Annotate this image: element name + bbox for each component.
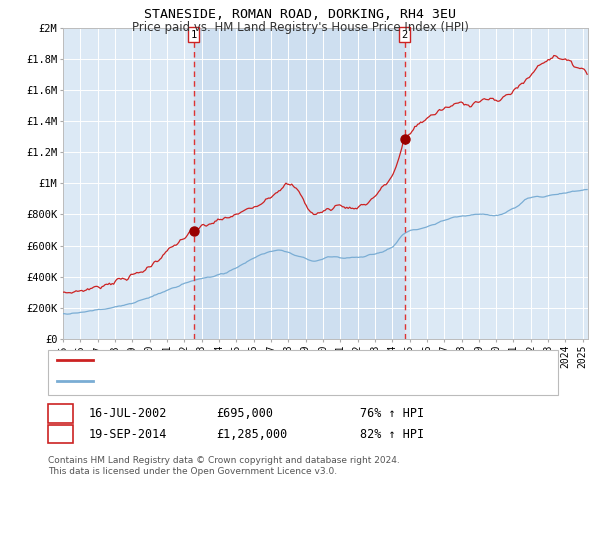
Text: 1: 1 bbox=[57, 407, 64, 420]
Text: 2: 2 bbox=[57, 427, 64, 441]
Text: 19-SEP-2014: 19-SEP-2014 bbox=[88, 427, 167, 441]
Text: 1: 1 bbox=[191, 30, 197, 40]
Text: 76% ↑ HPI: 76% ↑ HPI bbox=[360, 407, 424, 420]
Text: Contains HM Land Registry data © Crown copyright and database right 2024.
This d: Contains HM Land Registry data © Crown c… bbox=[48, 456, 400, 476]
Text: HPI: Average price, detached house, Mole Valley: HPI: Average price, detached house, Mole… bbox=[99, 376, 416, 386]
Bar bbox=[194, 28, 404, 339]
Text: 2: 2 bbox=[401, 30, 408, 40]
Text: 16-JUL-2002: 16-JUL-2002 bbox=[88, 407, 167, 420]
Text: 82% ↑ HPI: 82% ↑ HPI bbox=[360, 427, 424, 441]
Text: Price paid vs. HM Land Registry's House Price Index (HPI): Price paid vs. HM Land Registry's House … bbox=[131, 21, 469, 34]
Text: £695,000: £695,000 bbox=[216, 407, 273, 420]
Text: STANESIDE, ROMAN ROAD, DORKING, RH4 3EU: STANESIDE, ROMAN ROAD, DORKING, RH4 3EU bbox=[144, 8, 456, 21]
Text: STANESIDE, ROMAN ROAD, DORKING, RH4 3EU (detached house): STANESIDE, ROMAN ROAD, DORKING, RH4 3EU … bbox=[99, 355, 477, 365]
Text: £1,285,000: £1,285,000 bbox=[216, 427, 287, 441]
